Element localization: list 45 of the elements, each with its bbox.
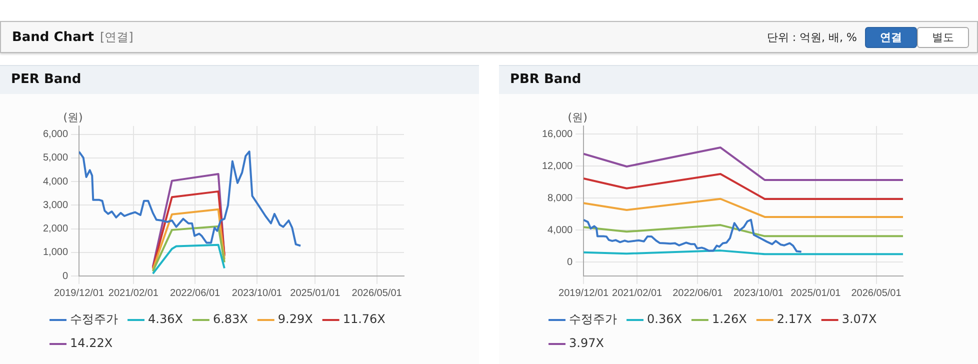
y-tick-label: 0 bbox=[567, 256, 574, 268]
y-axis-title: (원) bbox=[63, 110, 83, 124]
x-tick-label: 2023/10/01 bbox=[733, 288, 784, 299]
legend-label: 6.83X bbox=[212, 312, 248, 326]
legend-label: 1.26X bbox=[712, 312, 747, 326]
legend-label: 14.22X bbox=[70, 336, 113, 350]
y-tick-label: 2,000 bbox=[42, 224, 68, 235]
y-axis-title: (원) bbox=[568, 110, 588, 124]
y-tick-label: 6,000 bbox=[42, 129, 68, 140]
y-tick-label: 4,000 bbox=[548, 224, 574, 236]
text: 단위 : 억원, 배, % bbox=[766, 30, 857, 45]
x-tick-label: 2025/01/01 bbox=[290, 288, 341, 299]
legend-label: 0.36X bbox=[647, 312, 682, 326]
chart-title: PER Band bbox=[0, 65, 479, 94]
y-tick-label: 1,000 bbox=[42, 247, 68, 258]
x-tick-label: 2022/06/01 bbox=[672, 288, 724, 299]
y-tick-label: 16,000 bbox=[542, 128, 574, 140]
legend-label: 9.29X bbox=[278, 312, 313, 326]
text: [연결] bbox=[100, 30, 134, 44]
y-tick-label: 0 bbox=[62, 270, 68, 282]
legend-label: 수정주가 bbox=[70, 312, 118, 326]
x-tick-label: 2023/10/01 bbox=[232, 288, 282, 299]
chart-title: PBR Band bbox=[499, 65, 978, 94]
x-tick-label: 2019/12/01 bbox=[558, 288, 610, 299]
y-tick-label: 8,000 bbox=[548, 192, 574, 204]
y-tick-label: 5,000 bbox=[42, 152, 68, 164]
y-tick-label: 12,000 bbox=[542, 160, 574, 172]
legend-label: 4.36X bbox=[148, 312, 183, 326]
x-tick-label: 2026/05/01 bbox=[352, 288, 402, 299]
text: 별도 bbox=[917, 27, 969, 48]
y-tick-label: 3,000 bbox=[42, 200, 68, 211]
legend-label: 3.07X bbox=[842, 312, 877, 326]
legend-label: 3.97X bbox=[569, 336, 604, 350]
x-tick-label: 2019/12/01 bbox=[54, 288, 104, 299]
text: Band Chart bbox=[12, 30, 94, 45]
legend-label: 수정주가 bbox=[569, 312, 617, 326]
text: 연결 bbox=[865, 27, 917, 48]
x-tick-label: 2021/02/01 bbox=[612, 288, 663, 299]
x-tick-label: 2026/05/01 bbox=[851, 288, 902, 299]
legend-label: 11.76X bbox=[342, 312, 386, 326]
x-tick-label: 2025/01/01 bbox=[790, 288, 842, 299]
legend-label: 2.17X bbox=[776, 312, 812, 326]
x-tick-label: 2022/06/01 bbox=[170, 288, 221, 299]
x-tick-label: 2021/02/01 bbox=[108, 288, 159, 299]
y-tick-label: 4,000 bbox=[42, 176, 68, 188]
